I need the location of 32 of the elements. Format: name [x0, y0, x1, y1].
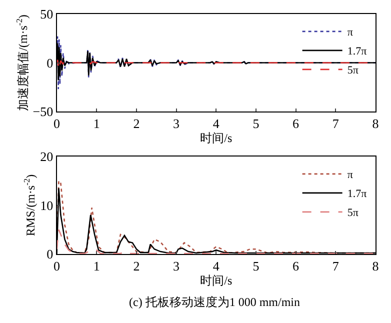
x-tick-label: 6	[292, 258, 300, 274]
x-tick-label: 3	[173, 258, 180, 274]
legend-label: 5π	[347, 64, 359, 77]
x-tick-label: 7	[332, 258, 340, 274]
y-tick-label: 20	[40, 149, 54, 164]
y-tick-label: 0	[46, 246, 54, 262]
line-series	[56, 228, 376, 254]
x-tick-label: 1	[93, 116, 100, 132]
legend-label: 1.7π	[347, 188, 368, 200]
x-tick-label: 2	[133, 116, 140, 132]
x-tick-label: 8	[372, 116, 379, 132]
x-tick-label: 5	[252, 258, 260, 274]
y-tick-label: −50	[32, 104, 54, 120]
y-tick-label: 10	[40, 198, 54, 213]
x-tick-label: 8	[372, 258, 379, 274]
y-tick-label: 50	[40, 6, 54, 22]
x-axis-title: 时间/s	[200, 274, 232, 288]
x-tick-label: 4	[212, 116, 220, 132]
x-tick-label: 5	[252, 116, 260, 132]
legend-label: 1.7π	[347, 46, 368, 58]
x-tick-label: 1	[93, 258, 100, 274]
x-axis-title: 时间/s	[200, 131, 232, 146]
x-tick-label: 7	[332, 116, 340, 132]
y-tick-label: 0	[46, 55, 54, 70]
x-tick-label: 4	[212, 258, 220, 274]
x-tick-label: 2	[133, 258, 140, 274]
legend-label: 5π	[347, 207, 359, 220]
legend-label: π	[347, 169, 354, 182]
text: (c) 托板移动速度为1 000 mm/min	[129, 295, 300, 309]
legend-label: π	[347, 26, 354, 39]
x-tick-label: 6	[292, 116, 300, 132]
x-tick-label: 3	[173, 116, 180, 132]
